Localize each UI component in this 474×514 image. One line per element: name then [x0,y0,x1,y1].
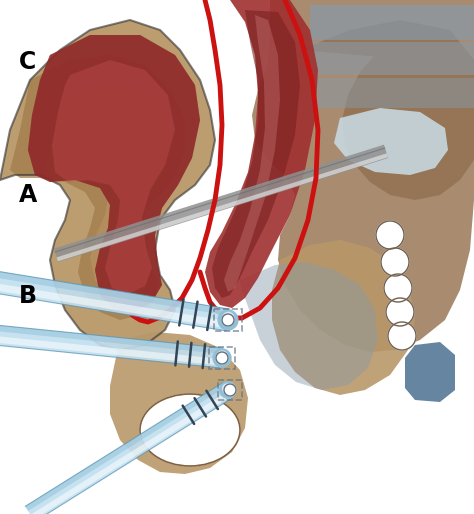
Circle shape [217,351,227,361]
Polygon shape [0,325,223,354]
Circle shape [218,310,238,330]
Polygon shape [224,15,280,292]
Polygon shape [205,0,318,308]
Circle shape [222,314,234,326]
Circle shape [216,352,228,364]
Polygon shape [405,342,455,402]
Polygon shape [0,325,223,368]
Circle shape [220,382,236,398]
Circle shape [384,274,412,302]
Polygon shape [57,153,388,261]
Polygon shape [30,391,232,514]
Polygon shape [252,0,474,352]
Circle shape [223,384,231,393]
Circle shape [224,384,236,396]
Polygon shape [272,240,415,395]
Polygon shape [52,60,175,294]
Polygon shape [10,55,185,320]
Polygon shape [0,271,230,331]
Text: A: A [19,183,37,207]
Circle shape [213,349,231,367]
Polygon shape [212,10,300,298]
Ellipse shape [140,394,240,466]
Polygon shape [110,332,248,474]
Circle shape [376,221,404,249]
Polygon shape [310,5,474,40]
Polygon shape [0,283,228,328]
Polygon shape [0,20,215,350]
Polygon shape [25,382,233,514]
Polygon shape [25,382,226,511]
Circle shape [381,248,409,276]
Circle shape [386,298,414,326]
Polygon shape [28,35,200,312]
Polygon shape [0,271,230,316]
Polygon shape [54,144,388,262]
Circle shape [223,313,234,323]
Polygon shape [300,20,474,200]
Bar [214,309,242,331]
Text: B: B [19,284,37,307]
Polygon shape [310,42,474,75]
Bar [218,380,242,400]
Text: C: C [19,50,36,74]
Polygon shape [28,35,200,312]
Circle shape [388,322,416,350]
Polygon shape [45,85,172,300]
Bar [209,347,235,369]
Polygon shape [334,108,448,175]
Polygon shape [0,336,222,365]
Polygon shape [310,78,474,108]
Polygon shape [240,262,378,390]
